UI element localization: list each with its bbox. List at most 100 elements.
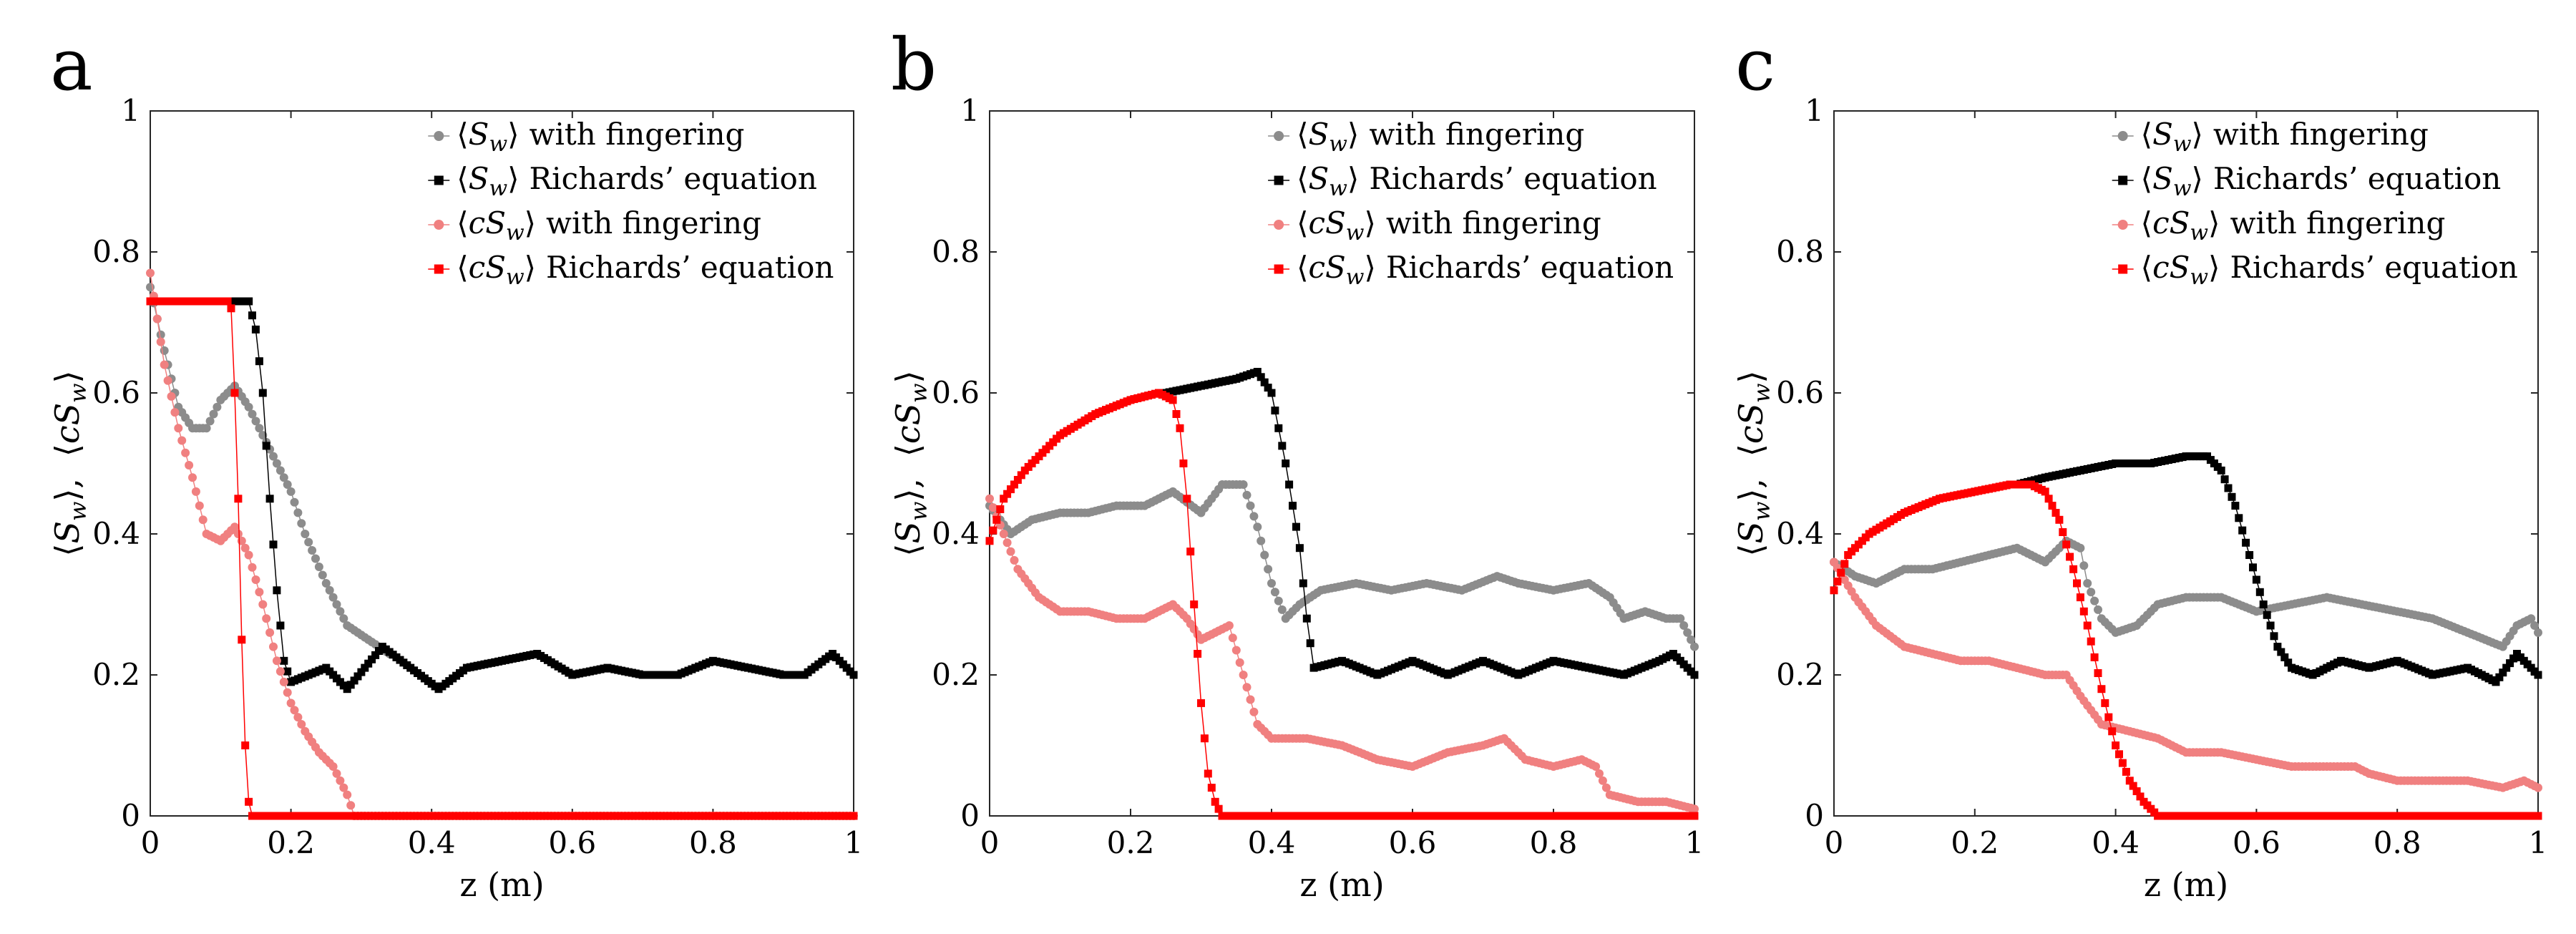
y-axis-label-part: w bbox=[905, 383, 932, 402]
y-axis-label: ⟨Sw⟩,⟨cSw⟩ bbox=[889, 370, 932, 556]
data-point bbox=[2066, 553, 2074, 561]
y-axis-label-part: cS bbox=[889, 403, 927, 444]
data-point bbox=[1264, 565, 1273, 574]
data-point bbox=[2499, 668, 2507, 677]
y-axis-label-part: S bbox=[48, 521, 87, 544]
data-point bbox=[248, 311, 256, 320]
data-point bbox=[1207, 784, 1216, 792]
legend-label: ⟨Sw⟩ Richards’ equation bbox=[1297, 161, 1657, 201]
data-point bbox=[1228, 633, 1237, 643]
series-line bbox=[989, 392, 1694, 817]
y-tick-label: 0.8 bbox=[932, 234, 980, 269]
data-point bbox=[233, 530, 243, 538]
data-point bbox=[1239, 480, 1248, 489]
data-point bbox=[1830, 586, 1838, 595]
data-point bbox=[1295, 544, 1304, 553]
legend-marker bbox=[434, 175, 444, 185]
legend-bracket: ⟩ bbox=[2208, 250, 2220, 285]
data-point bbox=[2090, 653, 2099, 661]
y-axis-label-part: ⟩, bbox=[889, 478, 927, 502]
series-line bbox=[150, 301, 854, 817]
legend-bracket: ⟨ bbox=[1297, 250, 1308, 285]
data-point bbox=[1242, 490, 1252, 500]
y-axis-label-part: ⟩ bbox=[48, 370, 87, 383]
data-point bbox=[279, 473, 288, 482]
data-point bbox=[308, 546, 317, 555]
y-axis-label-part: ⟨ bbox=[889, 444, 927, 457]
y-axis-label-part: w bbox=[905, 502, 932, 521]
y-axis-label-part: cS bbox=[1732, 403, 1770, 444]
legend-marker bbox=[434, 220, 444, 230]
data-point bbox=[1679, 621, 1689, 630]
legend-bracket: ⟩ bbox=[1347, 117, 1359, 152]
data-point bbox=[2252, 575, 2260, 584]
data-point bbox=[2122, 767, 2130, 776]
y-axis-label-part: ⟩ bbox=[889, 370, 927, 383]
data-point bbox=[318, 570, 327, 580]
panel-a: a 0 0.2 0.4 0.6 0.8 100.20.40.60.81z (m)⟨Sw⟩,… bbox=[48, 23, 863, 904]
y-axis-label-part: ⟩, bbox=[1732, 478, 1770, 502]
legend-label: ⟨cSw⟩ with fingering bbox=[2141, 205, 2446, 245]
data-point bbox=[1017, 471, 1025, 480]
data-point bbox=[262, 614, 271, 623]
data-point bbox=[332, 769, 341, 778]
legend-label: ⟨Sw⟩ with fingering bbox=[457, 117, 744, 157]
legend-sub: w bbox=[1329, 176, 1347, 201]
data-point bbox=[2076, 593, 2084, 602]
series-sw-finger bbox=[985, 480, 1699, 651]
legend-marker bbox=[2117, 220, 2128, 230]
legend-bracket: ⟨ bbox=[2141, 161, 2152, 196]
data-point bbox=[2094, 669, 2102, 677]
legend-sub: w bbox=[2173, 176, 2192, 201]
data-point bbox=[280, 656, 288, 665]
legend-item: ⟨cSw⟩ Richards’ equation bbox=[428, 250, 834, 290]
data-point bbox=[1204, 769, 1212, 778]
data-point bbox=[1833, 578, 1842, 585]
legend-text: Richards’ equation bbox=[2213, 161, 2501, 196]
series-csw-finger bbox=[146, 268, 858, 820]
y-axis-label-part: ⟨ bbox=[1732, 444, 1770, 457]
data-point bbox=[2217, 466, 2225, 475]
y-axis-label-part: w bbox=[1748, 502, 1775, 521]
y-tick-label: 0.6 bbox=[932, 375, 980, 410]
data-point bbox=[985, 494, 994, 503]
data-point bbox=[276, 621, 285, 630]
data-point bbox=[2224, 484, 2233, 492]
data-point bbox=[2112, 741, 2120, 749]
data-point bbox=[156, 337, 165, 346]
data-point bbox=[988, 503, 997, 512]
data-point bbox=[223, 297, 232, 306]
y-axis-label-part: ⟨ bbox=[48, 444, 87, 457]
data-point bbox=[2083, 621, 2092, 630]
x-tick-label: 0.2 bbox=[267, 825, 315, 860]
data-point bbox=[1299, 579, 1307, 588]
legend-bracket: ⟨ bbox=[457, 117, 468, 152]
data-point bbox=[353, 672, 362, 681]
y-axis-label-part: w bbox=[64, 502, 92, 521]
data-point bbox=[248, 563, 257, 572]
data-point bbox=[1246, 695, 1255, 704]
data-point bbox=[2509, 654, 2518, 663]
legend-item: ⟨cSw⟩ with fingering bbox=[1268, 205, 1601, 245]
data-point bbox=[170, 408, 180, 417]
data-point bbox=[213, 402, 222, 412]
data-point bbox=[2118, 759, 2127, 767]
legend-bracket: ⟨ bbox=[1297, 205, 1308, 240]
data-point bbox=[1179, 459, 1188, 467]
y-axis-label-part: S bbox=[889, 521, 927, 544]
data-point bbox=[174, 424, 183, 433]
legend-item: ⟨Sw⟩ Richards’ equation bbox=[2112, 161, 2501, 201]
data-point bbox=[1214, 804, 1223, 813]
data-point bbox=[163, 376, 172, 385]
data-point bbox=[272, 459, 281, 468]
data-point bbox=[2235, 514, 2243, 522]
data-point bbox=[177, 436, 187, 445]
data-point bbox=[1260, 550, 1269, 560]
legend-var: S bbox=[469, 161, 489, 196]
legend-item: ⟨cSw⟩ with fingering bbox=[2112, 205, 2446, 245]
data-point bbox=[1239, 671, 1248, 679]
legend-var: cS bbox=[2152, 250, 2190, 285]
data-point bbox=[1231, 646, 1241, 655]
data-point bbox=[2534, 783, 2542, 792]
